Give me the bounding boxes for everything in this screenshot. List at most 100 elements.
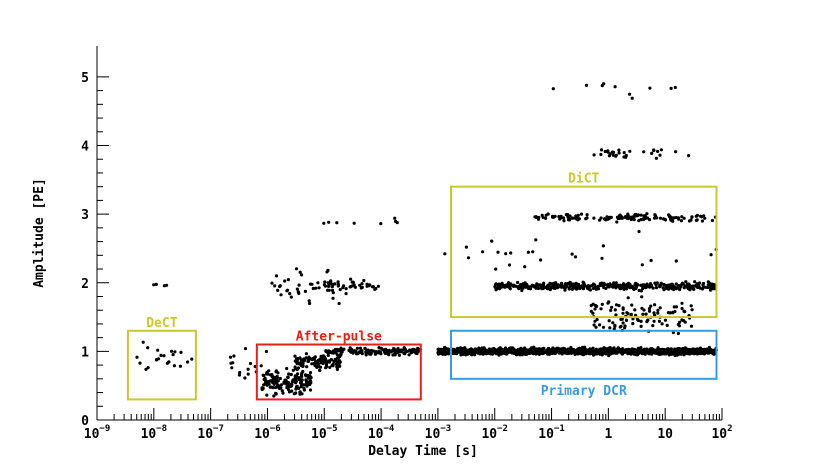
data-point: [662, 348, 667, 352]
data-point: [610, 348, 614, 352]
data-point: [657, 319, 662, 323]
data-point: [680, 318, 684, 322]
data-point: [333, 282, 337, 286]
data-point: [643, 286, 648, 290]
data-point: [340, 350, 344, 354]
data-point: [285, 366, 289, 371]
data-point: [595, 317, 599, 322]
data-point: [699, 214, 703, 218]
data-point: [521, 282, 525, 286]
data-point: [464, 350, 468, 354]
data-point: [374, 286, 378, 291]
data-point: [625, 311, 629, 315]
data-point: [232, 354, 236, 358]
data-point: [359, 349, 363, 353]
data-point: [589, 284, 593, 288]
data-point: [609, 215, 613, 219]
data-point: [669, 347, 673, 351]
data-point: [297, 376, 301, 380]
data-point: [551, 87, 555, 91]
plot-frame: [96, 46, 722, 421]
data-point: [648, 348, 652, 352]
data-point: [636, 351, 641, 355]
y-tick-label: 3: [81, 208, 89, 223]
data-point: [637, 229, 641, 234]
data-point: [371, 349, 375, 353]
data-point: [309, 357, 313, 361]
data-point: [317, 359, 322, 363]
data-point: [329, 282, 333, 286]
data-point: [412, 350, 416, 354]
data-point: [552, 347, 557, 352]
data-point: [560, 281, 564, 285]
data-point: [666, 311, 671, 315]
data-point: [539, 350, 543, 354]
data-point: [295, 384, 299, 388]
data-point: [500, 281, 504, 285]
data-point: [566, 349, 570, 353]
data-point: [333, 347, 337, 352]
data-point: [604, 218, 608, 222]
data-point: [509, 251, 513, 255]
data-point: [285, 289, 289, 293]
data-point: [311, 286, 315, 291]
data-point: [651, 286, 655, 290]
region-boxes: DeCT After-pulse DiCT Primary DCR: [126, 172, 718, 401]
data-point: [601, 325, 606, 329]
data-point: [709, 253, 713, 257]
data-point: [190, 357, 194, 361]
data-point: [562, 219, 566, 223]
data-point: [349, 277, 353, 281]
x-tick-label: 10−1: [538, 424, 565, 442]
data-point: [688, 347, 692, 352]
data-point: [628, 215, 632, 219]
data-point: [643, 215, 648, 219]
data-point: [556, 283, 560, 287]
data-point: [675, 286, 679, 290]
data-point: [641, 312, 645, 316]
data-point: [416, 346, 420, 350]
x-axis-title: Delay Time [s]: [368, 444, 478, 459]
data-point: [629, 284, 633, 288]
data-point: [262, 373, 266, 378]
data-point: [645, 212, 649, 216]
data-point: [674, 305, 679, 309]
data-point: [614, 153, 618, 157]
data-point: [303, 289, 307, 293]
data-point: [686, 285, 690, 290]
data-point: [146, 366, 150, 370]
data-point: [570, 216, 574, 220]
data-point: [402, 351, 406, 355]
data-point: [373, 351, 377, 355]
data-point: [261, 386, 265, 390]
data-point: [617, 304, 621, 308]
data-point: [663, 318, 668, 322]
data-point: [708, 347, 712, 351]
data-point: [308, 374, 312, 378]
data-point: [323, 280, 327, 284]
data-point: [333, 357, 337, 361]
data-point: [488, 352, 492, 356]
data-point: [379, 222, 383, 226]
data-point: [621, 307, 625, 311]
data-point: [304, 352, 308, 356]
data-point: [351, 280, 355, 284]
data-point: [534, 238, 538, 242]
data-point: [651, 324, 655, 328]
data-point: [314, 359, 318, 363]
data-point: [362, 278, 366, 283]
data-point: [298, 390, 302, 394]
y-axis-title: Amplitude [PE]: [32, 178, 47, 288]
data-point: [301, 361, 305, 366]
data-point: [459, 349, 464, 353]
data-point: [658, 306, 662, 310]
data-point: [360, 282, 364, 286]
data-point: [588, 348, 593, 352]
data-point: [608, 152, 612, 156]
data-point: [329, 358, 333, 362]
data-point: [599, 148, 604, 152]
data-point: [675, 349, 679, 353]
data-point: [584, 217, 588, 221]
data-point: [654, 286, 659, 290]
data-point: [513, 352, 517, 356]
